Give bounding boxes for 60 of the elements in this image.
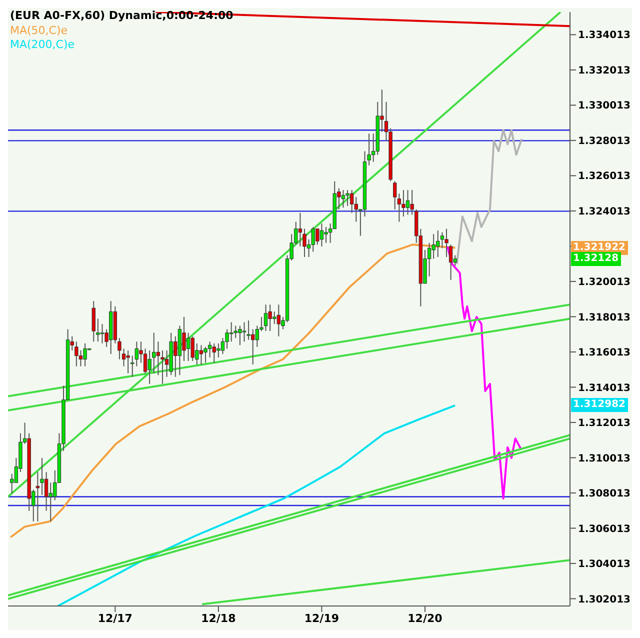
candlestick [156,341,160,376]
candlestick [264,304,268,332]
y-tick-label: 1.330013 [578,100,631,112]
candlestick [148,350,152,384]
candlestick [160,350,164,384]
candlestick [126,350,130,374]
text: MA(50,C)e [10,24,69,38]
candlestick [298,212,302,247]
candlestick [100,323,104,344]
candlestick [440,232,444,249]
candlestick [448,244,453,280]
y-tick-label: 1.318013 [578,312,631,324]
candlestick [406,190,410,216]
y-tick-label: 1.312013 [578,418,631,430]
y-tick-label: 1.324013 [578,206,631,218]
y-tick-label: 1.306013 [578,524,631,535]
candlestick [152,332,156,374]
x-tick-label: 12/19 [304,612,340,625]
candlestick [208,341,212,358]
text: 1.312982 [571,398,628,412]
candlestick [118,338,122,360]
chart-title: (EUR A0-FX,60) Dynamic,0:00-24:00 [10,9,234,22]
candlestick [410,190,414,216]
text: 1.321922 [571,240,628,255]
candlestick [324,226,328,244]
y-tick-label: 1.314013 [578,382,631,394]
candlestick [320,223,324,247]
candlestick [199,344,204,366]
y-tick-label: 1.326013 [578,171,631,182]
candlestick [229,322,234,342]
candlestick [276,304,281,337]
candlestick [242,322,246,342]
x-tick-label: 12/18 [201,612,236,625]
candlestick [341,190,346,208]
candlestick [96,318,100,342]
y-tick-label: 1.308013 [578,488,631,500]
y-tick-label: 1.316013 [578,348,631,359]
x-tick-label: 12/20 [408,612,443,625]
candlestick [182,316,186,362]
candlestick [78,350,83,367]
y-tick-label: 1.320013 [578,277,631,288]
candlestick [302,228,306,258]
candlestick [143,348,148,374]
y-tick-label: 1.334013 [578,30,631,42]
text: 1.32128 [573,252,619,264]
candlestick [122,348,126,367]
candlestick [40,457,44,496]
y-tick-label: 1.304013 [578,559,631,570]
candlestick [444,228,448,258]
candlestick [44,472,48,512]
text: MA(200,C)e [10,38,75,52]
x-tick-label: 12/17 [98,612,132,625]
candlestick [204,346,208,364]
candlestick [186,332,190,362]
candlestick [92,300,96,342]
y-tick-label: 1.328013 [578,136,631,147]
y-tick-label: 1.310013 [578,453,631,464]
y-tick-label: 1.302013 [578,594,631,606]
candlestick [74,341,78,367]
y-tick-label: 1.332013 [578,65,631,76]
